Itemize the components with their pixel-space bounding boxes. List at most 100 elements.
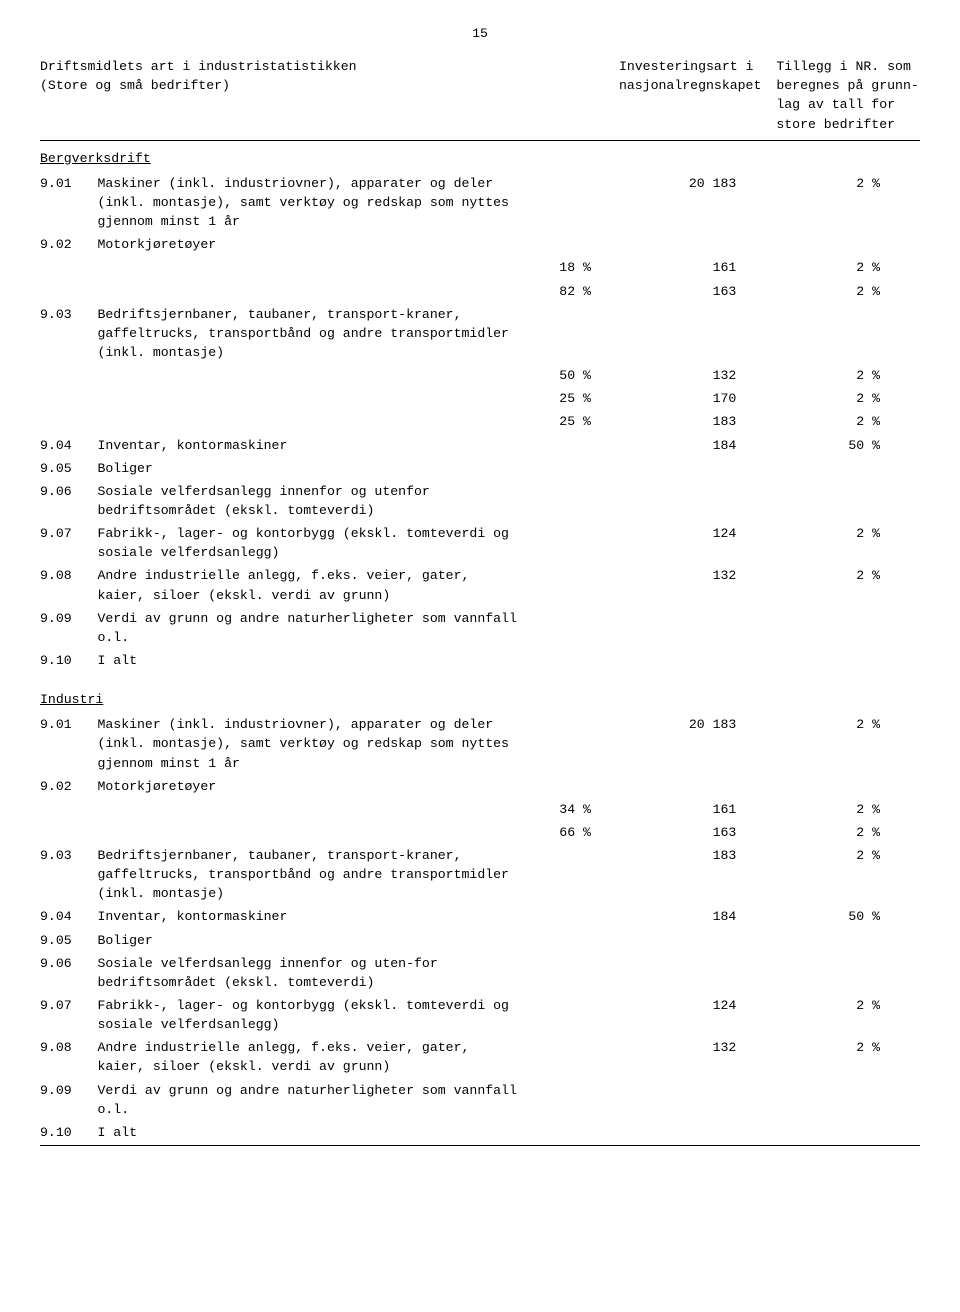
row-percent: 66 % <box>526 821 619 844</box>
row-investment: 183 <box>619 844 776 905</box>
row-percent <box>526 480 619 522</box>
row-tillegg: 2 % <box>776 522 920 564</box>
page: 15 Driftsmidlets art i industristatistik… <box>40 24 920 1146</box>
table-header: Driftsmidlets art i industristatistikken… <box>40 57 920 140</box>
row-tillegg <box>776 480 920 522</box>
header-col3-line3: lag av tall for <box>776 97 895 112</box>
header-col1-line1: Driftsmidlets art i industristatistikken <box>40 59 357 74</box>
row-investment <box>619 775 776 798</box>
row-percent <box>526 952 619 994</box>
row-description <box>97 280 526 303</box>
row-code: 9.10 <box>40 649 97 672</box>
row-tillegg: 50 % <box>776 434 920 457</box>
row-tillegg: 2 % <box>776 564 920 606</box>
row-tillegg: 2 % <box>776 410 920 433</box>
row-description <box>97 364 526 387</box>
row-code <box>40 256 97 279</box>
table-row: 9.08Andre industrielle anlegg, f.eks. ve… <box>40 564 920 606</box>
row-tillegg <box>776 303 920 364</box>
row-investment: 161 <box>619 256 776 279</box>
row-code: 9.08 <box>40 1036 97 1078</box>
row-investment: 20 183 <box>619 172 776 233</box>
row-investment: 20 183 <box>619 713 776 774</box>
row-tillegg <box>776 233 920 256</box>
table-row: 9.06Sosiale velferdsanlegg innenfor og u… <box>40 480 920 522</box>
row-code <box>40 798 97 821</box>
row-percent <box>526 607 619 649</box>
row-tillegg: 2 % <box>776 172 920 233</box>
table-row: 25 %1702 % <box>40 387 920 410</box>
row-percent <box>526 172 619 233</box>
row-investment <box>619 480 776 522</box>
row-percent <box>526 1079 619 1121</box>
row-code: 9.08 <box>40 564 97 606</box>
row-percent <box>526 457 619 480</box>
row-description: Verdi av grunn og andre naturherligheter… <box>97 1079 526 1121</box>
row-tillegg <box>776 649 920 672</box>
table-row: 9.04Inventar, kontormaskiner18450 % <box>40 905 920 928</box>
row-code: 9.03 <box>40 844 97 905</box>
row-investment <box>619 1079 776 1121</box>
row-code: 9.06 <box>40 480 97 522</box>
row-investment: 132 <box>619 1036 776 1078</box>
table-row: 9.08Andre industrielle anlegg, f.eks. ve… <box>40 1036 920 1078</box>
row-description: Fabrikk-, lager- og kontorbygg (ekskl. t… <box>97 522 526 564</box>
row-code <box>40 410 97 433</box>
row-investment <box>619 952 776 994</box>
row-description: Andre industrielle anlegg, f.eks. veier,… <box>97 1036 526 1078</box>
row-code: 9.04 <box>40 905 97 928</box>
row-description: Motorkjøretøyer <box>97 775 526 798</box>
row-investment: 183 <box>619 410 776 433</box>
header-col2-line1: Investeringsart i <box>619 59 754 74</box>
row-description: Andre industrielle anlegg, f.eks. veier,… <box>97 564 526 606</box>
row-code: 9.02 <box>40 233 97 256</box>
row-investment: 132 <box>619 364 776 387</box>
row-investment <box>619 457 776 480</box>
row-investment <box>619 649 776 672</box>
row-investment <box>619 607 776 649</box>
row-tillegg <box>776 952 920 994</box>
row-tillegg <box>776 1079 920 1121</box>
row-description: Sosiale velferdsanlegg innenfor og uten-… <box>97 952 526 994</box>
row-code: 9.04 <box>40 434 97 457</box>
row-investment <box>619 929 776 952</box>
table-row: 9.03Bedriftsjernbaner, taubaner, transpo… <box>40 844 920 905</box>
row-investment: 184 <box>619 905 776 928</box>
row-percent <box>526 994 619 1036</box>
row-tillegg <box>776 607 920 649</box>
table-row: 9.02Motorkjøretøyer <box>40 775 920 798</box>
row-description: Inventar, kontormaskiner <box>97 905 526 928</box>
row-percent: 34 % <box>526 798 619 821</box>
row-description <box>97 798 526 821</box>
table-row: 66 %1632 % <box>40 821 920 844</box>
row-investment: 184 <box>619 434 776 457</box>
row-description <box>97 410 526 433</box>
row-percent <box>526 303 619 364</box>
table-row: 25 %1832 % <box>40 410 920 433</box>
main-table: Driftsmidlets art i industristatistikken… <box>40 57 920 1146</box>
row-investment: 124 <box>619 994 776 1036</box>
row-percent: 25 % <box>526 387 619 410</box>
row-description: Inventar, kontormaskiner <box>97 434 526 457</box>
row-code: 9.05 <box>40 457 97 480</box>
table-row: 9.01Maskiner (inkl. industriovner), appa… <box>40 713 920 774</box>
header-col3-line4: store bedrifter <box>776 117 895 132</box>
row-tillegg: 2 % <box>776 994 920 1036</box>
row-code: 9.07 <box>40 522 97 564</box>
row-percent <box>526 905 619 928</box>
row-percent <box>526 522 619 564</box>
row-investment: 163 <box>619 821 776 844</box>
row-percent <box>526 434 619 457</box>
row-tillegg: 2 % <box>776 280 920 303</box>
row-investment: 124 <box>619 522 776 564</box>
section-title: Bergverksdrift <box>40 140 920 172</box>
row-tillegg: 2 % <box>776 256 920 279</box>
row-description: Fabrikk-, lager- og kontorbygg (ekskl. t… <box>97 994 526 1036</box>
page-number: 15 <box>40 24 920 43</box>
row-description: Maskiner (inkl. industriovner), apparate… <box>97 172 526 233</box>
row-description: Maskiner (inkl. industriovner), apparate… <box>97 713 526 774</box>
row-description: Boliger <box>97 457 526 480</box>
row-percent: 18 % <box>526 256 619 279</box>
header-col-invest: Investeringsart i nasjonalregnskapet <box>619 57 776 140</box>
row-tillegg <box>776 457 920 480</box>
